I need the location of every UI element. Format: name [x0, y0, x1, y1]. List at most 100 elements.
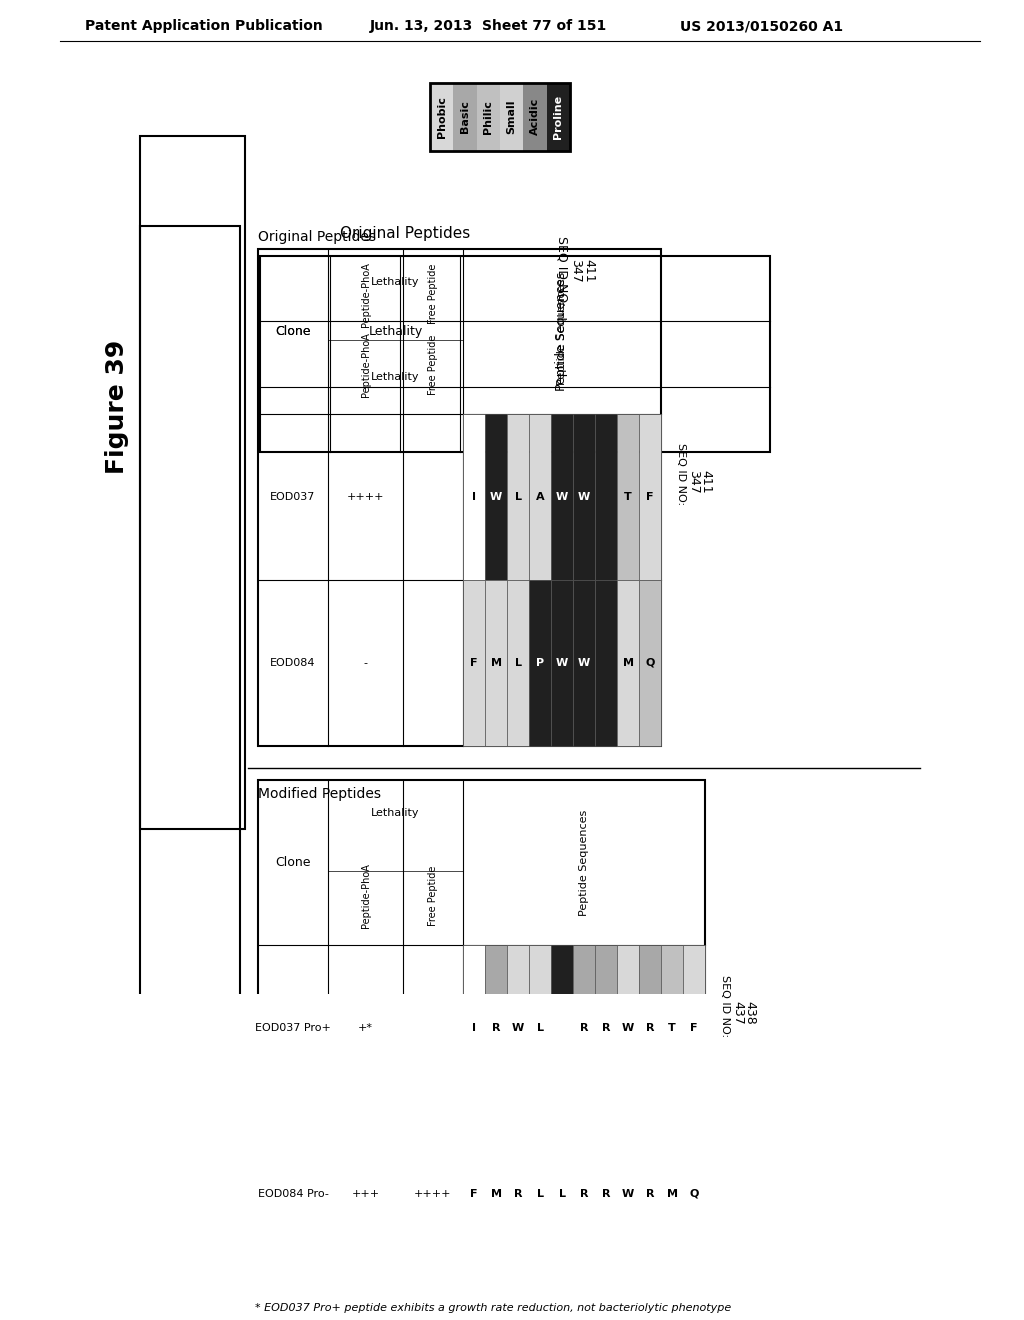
Bar: [529, 414, 551, 579]
Text: W: W: [578, 657, 590, 668]
Bar: [617, 945, 639, 1111]
Text: W: W: [512, 1023, 524, 1034]
Bar: [500, 83, 523, 150]
Bar: [430, 83, 570, 150]
Text: Lethality: Lethality: [372, 277, 420, 286]
Text: US 2013/0150260 A1: US 2013/0150260 A1: [680, 20, 843, 33]
Text: SEQ ID NO:: SEQ ID NO:: [676, 444, 686, 506]
Text: Peptide Sequences: Peptide Sequences: [557, 279, 567, 384]
Text: Lethality: Lethality: [369, 325, 423, 338]
Text: Original Peptides: Original Peptides: [340, 226, 470, 242]
Text: L: L: [514, 657, 521, 668]
Bar: [507, 1111, 529, 1276]
Bar: [430, 83, 454, 150]
Bar: [573, 945, 595, 1111]
Bar: [573, 1111, 595, 1276]
Text: L: L: [537, 1189, 544, 1199]
Text: Philic: Philic: [483, 100, 494, 133]
Bar: [485, 414, 507, 579]
Bar: [617, 1111, 639, 1276]
Bar: [476, 83, 500, 150]
Text: L: L: [514, 492, 521, 502]
Text: R: R: [602, 1023, 610, 1034]
Bar: [507, 579, 529, 746]
Text: Free Peptide: Free Peptide: [428, 866, 438, 925]
Text: SEQ ID NO:: SEQ ID NO:: [555, 236, 568, 306]
Text: 437: 437: [731, 1002, 744, 1026]
Bar: [639, 579, 662, 746]
Text: R: R: [646, 1023, 654, 1034]
Bar: [683, 1111, 705, 1276]
Bar: [523, 83, 547, 150]
Text: Phobic: Phobic: [436, 96, 446, 137]
Text: Clone: Clone: [275, 325, 310, 338]
Bar: [551, 414, 573, 579]
Bar: [140, 226, 240, 1320]
Bar: [260, 256, 770, 451]
Text: W: W: [556, 492, 568, 502]
Bar: [595, 1111, 617, 1276]
Text: L: L: [537, 1023, 544, 1034]
Text: Figure 39: Figure 39: [105, 339, 129, 474]
Bar: [617, 414, 639, 579]
Text: Free Peptide: Free Peptide: [428, 334, 438, 395]
Bar: [595, 414, 617, 579]
Bar: [573, 579, 595, 746]
Bar: [454, 83, 476, 150]
Text: R: R: [602, 1189, 610, 1199]
Bar: [639, 945, 662, 1111]
Text: F: F: [470, 1189, 478, 1199]
Text: I: I: [472, 492, 476, 502]
Bar: [485, 579, 507, 746]
Text: Clone: Clone: [275, 855, 310, 869]
Bar: [551, 1111, 573, 1276]
Text: EOD037 Pro+: EOD037 Pro+: [255, 1023, 331, 1034]
Text: 438: 438: [743, 1002, 757, 1026]
Text: +*: +*: [358, 1023, 373, 1034]
Bar: [463, 945, 485, 1111]
Bar: [617, 579, 639, 746]
Text: I: I: [472, 1023, 476, 1034]
Bar: [463, 579, 485, 746]
Text: +++: +++: [351, 1189, 380, 1199]
Text: F: F: [690, 1023, 697, 1034]
Bar: [258, 248, 662, 746]
Bar: [485, 1111, 507, 1276]
Text: Peptide Sequences: Peptide Sequences: [555, 272, 568, 391]
Text: Peptide-PhoA: Peptide-PhoA: [360, 333, 371, 397]
Text: P: P: [536, 657, 544, 668]
Text: Proline: Proline: [553, 95, 563, 139]
Text: W: W: [556, 657, 568, 668]
Text: Peptide Sequences: Peptide Sequences: [579, 809, 589, 916]
Text: Peptide-PhoA: Peptide-PhoA: [360, 261, 371, 326]
Text: Q: Q: [645, 657, 654, 668]
Text: F: F: [646, 492, 653, 502]
Text: W: W: [489, 492, 502, 502]
Text: 411: 411: [583, 259, 596, 282]
Text: W: W: [622, 1023, 634, 1034]
Text: M: M: [490, 1189, 502, 1199]
Text: M: M: [490, 657, 502, 668]
Bar: [683, 945, 705, 1111]
Text: Acidic: Acidic: [530, 98, 540, 136]
Bar: [140, 136, 245, 829]
Text: W: W: [578, 492, 590, 502]
Text: * EOD037 Pro+ peptide exhibits a growth rate reduction, not bacteriolytic phenot: * EOD037 Pro+ peptide exhibits a growth …: [255, 1303, 731, 1313]
Text: T: T: [668, 1023, 676, 1034]
Text: R: R: [646, 1189, 654, 1199]
Text: Modified Peptides: Modified Peptides: [258, 787, 381, 801]
Text: 411: 411: [699, 470, 713, 494]
Bar: [529, 579, 551, 746]
Text: Original Peptides: Original Peptides: [258, 230, 376, 244]
Text: F: F: [470, 657, 478, 668]
Bar: [507, 945, 529, 1111]
Text: L: L: [558, 1189, 565, 1199]
Text: ++++: ++++: [347, 492, 384, 502]
Bar: [551, 579, 573, 746]
Text: M: M: [623, 657, 634, 668]
Bar: [662, 1111, 683, 1276]
Bar: [485, 945, 507, 1111]
Text: Clone: Clone: [275, 325, 310, 338]
Text: 347: 347: [687, 470, 700, 494]
Text: -: -: [364, 657, 368, 668]
